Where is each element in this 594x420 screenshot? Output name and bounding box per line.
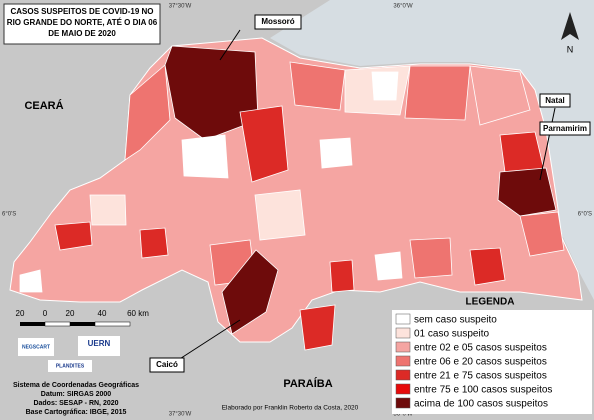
city-box (254, 14, 302, 30)
municipality (54, 221, 93, 251)
municipality (139, 227, 169, 259)
scale-label: 60 km (127, 309, 149, 318)
municipality (374, 251, 403, 281)
city-box (539, 121, 591, 136)
credit: Base Cartográfica: IBGE, 2015 (26, 409, 127, 416)
municipality (497, 167, 557, 217)
legend-label: entre 75 e 100 casos suspeitos (414, 385, 552, 396)
logo (78, 336, 120, 356)
legend-label: entre 06 e 20 casos suspeitos (414, 357, 547, 368)
legend-label: entre 21 e 75 casos suspeitos (414, 371, 547, 382)
municipality (469, 65, 531, 126)
legend-label: sem caso suspeito (414, 315, 497, 326)
graticule-label: 37°30'W (169, 412, 192, 418)
legend-swatch (395, 383, 411, 395)
municipality (124, 64, 171, 161)
graticule-label: 37°30'W (169, 4, 192, 10)
municipality (469, 247, 506, 286)
municipality (254, 189, 306, 241)
city-label: Natal (545, 96, 565, 105)
municipalities (19, 45, 565, 351)
legend-swatch (395, 355, 411, 367)
legend-swatch (395, 327, 411, 339)
municipality (319, 137, 353, 169)
city-box (149, 357, 185, 373)
north-arrow (561, 12, 579, 40)
logo (18, 338, 54, 356)
leader-line (219, 29, 241, 61)
legend-swatch (395, 341, 411, 353)
scale-bar (20, 321, 131, 327)
city-label: Mossoró (261, 17, 294, 26)
logo-text: NEGSCART (22, 344, 50, 350)
title: CASOS SUSPEITOS DE COVID-19 NO (11, 7, 154, 16)
logo-text: PLANDITES (56, 363, 85, 369)
graticule-label: 6°0'S (2, 212, 16, 218)
municipality (404, 65, 471, 121)
neighbor-label: PARAÍBA (283, 377, 332, 390)
municipality (329, 259, 355, 293)
ocean (270, 0, 594, 300)
legend-swatch (395, 369, 411, 381)
scale-label: 20 (66, 309, 75, 318)
leader-line (539, 107, 556, 181)
title-box (3, 3, 161, 45)
author: Elaborado por Franklin Roberto da Costa,… (222, 405, 359, 412)
legend (392, 310, 592, 414)
legend-swatch (395, 397, 411, 409)
logo (48, 360, 92, 372)
credit: Dados: SESAP - RN, 2020 (33, 400, 118, 407)
municipality (519, 211, 565, 257)
municipality (299, 304, 336, 351)
graticule-label: 36°0'W (393, 412, 413, 418)
municipality (371, 71, 399, 101)
scale-label: 0 (43, 309, 48, 318)
legend-title: LEGENDA (466, 297, 515, 308)
graticule-label: 6°0'S (578, 212, 592, 218)
scale-label: 40 (98, 309, 107, 318)
title: RIO GRANDE DO NORTE, ATÉ O DIA 06 (7, 18, 158, 27)
city-box (539, 93, 571, 108)
scale-label: 20 (16, 309, 25, 318)
legend-label: acima de 100 casos suspeitos (414, 399, 548, 410)
municipality (221, 249, 279, 335)
municipality (89, 194, 127, 226)
municipality (181, 134, 229, 179)
legend-swatch (395, 313, 411, 325)
credit: Sistema de Coordenadas Geográficas (13, 382, 139, 389)
municipality (289, 61, 346, 111)
municipality (19, 269, 43, 293)
municipality (409, 237, 453, 279)
logo-text: UERN (88, 339, 111, 348)
leader-line (174, 319, 241, 363)
graticule-label: 36°0'W (393, 4, 413, 10)
credit: Datum: SIRGAS 2000 (41, 391, 112, 398)
municipality (239, 105, 289, 183)
north-label: N (567, 44, 574, 54)
legend-label: 01 caso suspeito (414, 329, 489, 340)
city-label: Caicó (156, 360, 178, 369)
title: DE MAIO DE 2020 (48, 29, 116, 38)
neighbor-label: CEARÁ (24, 99, 63, 112)
legend-label: entre 02 e 05 casos suspeitos (414, 343, 547, 354)
city-label: Parnamirim (543, 124, 587, 133)
graticule: 37°30'W 36°0'W 37°30'W 36°0'W 6°0'S 6°0'… (2, 4, 592, 418)
